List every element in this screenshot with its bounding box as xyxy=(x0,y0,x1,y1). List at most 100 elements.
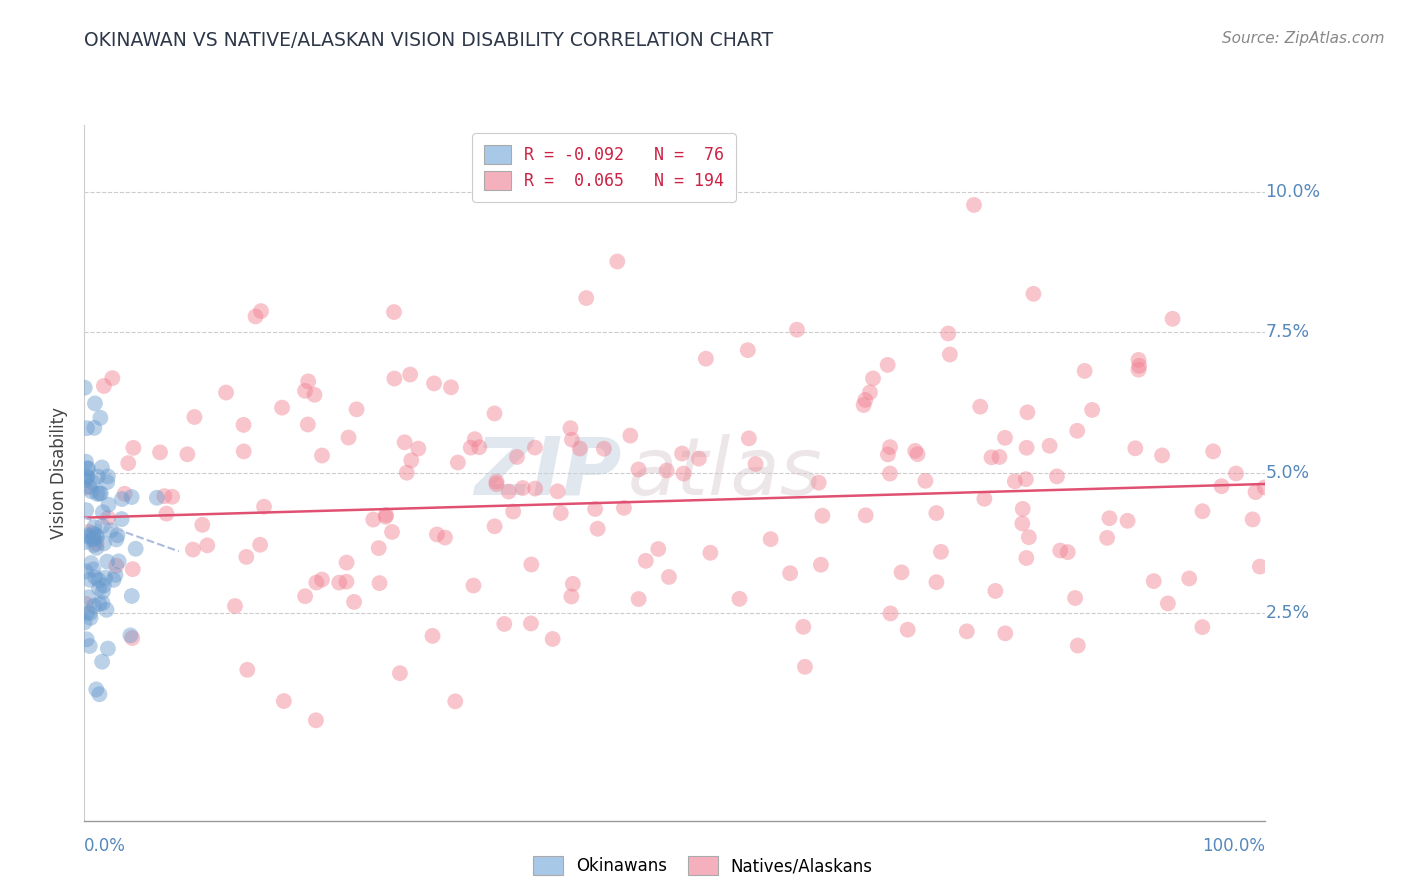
Point xyxy=(149,445,172,459)
Point xyxy=(86,536,108,550)
Point xyxy=(97,469,120,483)
Point xyxy=(859,385,882,400)
Point xyxy=(86,487,108,501)
Text: 100.0%: 100.0% xyxy=(1202,838,1265,855)
Point xyxy=(343,595,366,609)
Point xyxy=(520,558,543,572)
Point xyxy=(87,573,110,587)
Point xyxy=(76,528,98,542)
Point xyxy=(593,442,616,456)
Point xyxy=(73,381,96,395)
Point xyxy=(523,441,546,455)
Point xyxy=(512,481,534,495)
Point xyxy=(408,442,430,456)
Text: OKINAWAN VS NATIVE/ALASKAN VISION DISABILITY CORRELATION CHART: OKINAWAN VS NATIVE/ALASKAN VISION DISABI… xyxy=(84,31,773,50)
Point xyxy=(1018,530,1040,544)
Point xyxy=(484,407,506,421)
Point xyxy=(811,508,834,523)
Point xyxy=(688,451,710,466)
Point xyxy=(77,524,100,539)
Point xyxy=(90,486,112,500)
Point xyxy=(336,556,359,570)
Point xyxy=(91,655,114,669)
Point xyxy=(963,198,986,212)
Point xyxy=(560,590,582,604)
Point xyxy=(786,323,808,337)
Point xyxy=(1011,502,1033,516)
Point xyxy=(114,487,136,501)
Point xyxy=(939,347,962,361)
Point xyxy=(1017,405,1039,419)
Point xyxy=(1011,516,1033,531)
Point xyxy=(84,682,107,697)
Point xyxy=(988,450,1011,464)
Point xyxy=(75,473,97,487)
Point xyxy=(79,639,101,653)
Point xyxy=(80,484,103,499)
Point xyxy=(956,624,979,639)
Point xyxy=(994,626,1017,640)
Point xyxy=(1123,442,1146,456)
Point xyxy=(103,573,125,587)
Point xyxy=(79,606,101,620)
Point xyxy=(586,522,609,536)
Point xyxy=(93,379,115,393)
Point xyxy=(273,694,295,708)
Point xyxy=(73,481,96,495)
Point xyxy=(907,447,929,461)
Point xyxy=(224,599,246,613)
Text: atlas: atlas xyxy=(627,434,823,512)
Legend: R = -0.092   N =  76, R =  0.065   N = 194: R = -0.092 N = 76, R = 0.065 N = 194 xyxy=(472,133,735,202)
Point xyxy=(423,376,446,391)
Point xyxy=(1039,439,1062,453)
Point xyxy=(1157,596,1180,610)
Y-axis label: Vision Disability: Vision Disability xyxy=(51,407,69,539)
Point xyxy=(328,575,350,590)
Point xyxy=(541,632,564,646)
Point xyxy=(337,431,360,445)
Point xyxy=(82,475,104,489)
Point xyxy=(792,620,814,634)
Point xyxy=(73,535,96,549)
Point xyxy=(294,589,316,603)
Point xyxy=(107,528,129,542)
Point xyxy=(89,486,111,500)
Text: 7.5%: 7.5% xyxy=(1265,324,1309,342)
Point xyxy=(297,417,319,432)
Point xyxy=(973,491,995,506)
Point xyxy=(86,469,108,483)
Point xyxy=(75,565,97,579)
Text: Source: ZipAtlas.com: Source: ZipAtlas.com xyxy=(1222,31,1385,46)
Point xyxy=(73,615,96,630)
Point xyxy=(810,558,832,572)
Point xyxy=(75,597,97,611)
Point xyxy=(183,409,205,424)
Point xyxy=(153,489,176,503)
Point xyxy=(76,461,98,475)
Point xyxy=(122,441,145,455)
Point xyxy=(94,571,117,585)
Point xyxy=(101,371,124,385)
Point xyxy=(160,490,183,504)
Point xyxy=(97,641,120,656)
Point xyxy=(929,545,952,559)
Point xyxy=(105,558,128,573)
Point xyxy=(925,506,948,520)
Point xyxy=(627,462,650,476)
Point xyxy=(759,532,782,546)
Point xyxy=(980,450,1002,465)
Point xyxy=(346,402,368,417)
Point xyxy=(236,663,259,677)
Point xyxy=(86,541,108,555)
Point xyxy=(1056,545,1078,559)
Point xyxy=(97,498,120,512)
Point xyxy=(215,385,238,400)
Point xyxy=(561,577,583,591)
Point xyxy=(121,562,143,576)
Point xyxy=(80,556,103,570)
Point xyxy=(440,380,463,394)
Point xyxy=(627,592,650,607)
Point xyxy=(1128,362,1150,376)
Point xyxy=(728,591,751,606)
Point xyxy=(104,568,127,582)
